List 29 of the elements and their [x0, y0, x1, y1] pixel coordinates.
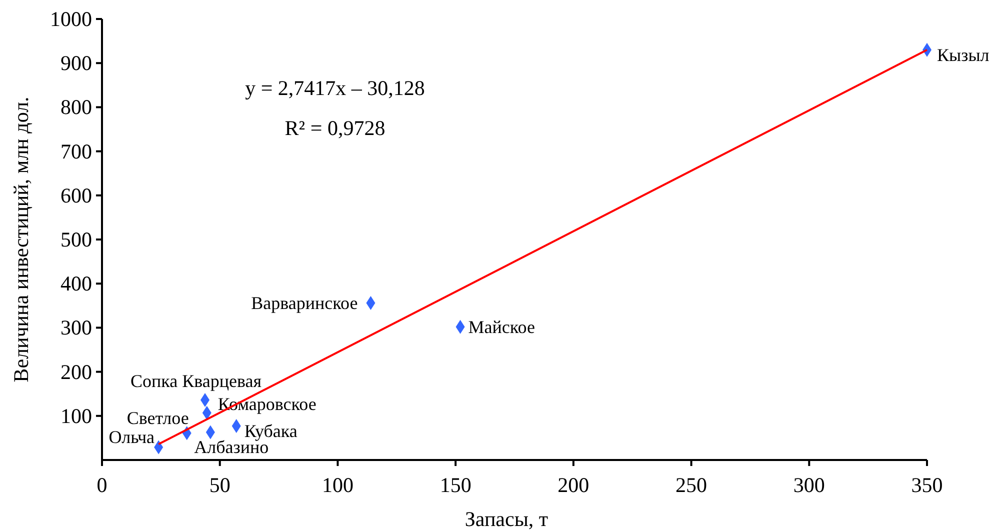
data-label: Кызыл: [937, 44, 990, 65]
y-axis-title: Величина инвестиций, млн дол.: [9, 96, 33, 382]
x-tick-label: 50: [209, 473, 230, 497]
y-tick-label: 100: [60, 404, 92, 428]
y-tick-label: 400: [60, 272, 92, 296]
annotation: y = 2,7417x – 30,128: [245, 76, 425, 100]
y-tick-label: 1000: [50, 7, 92, 31]
x-tick-label: 0: [96, 473, 108, 497]
y-tick-label: 200: [60, 360, 92, 384]
data-label: Майское: [468, 316, 535, 337]
annotation: R² = 0,9728: [284, 116, 386, 140]
y-tick-label: 600: [60, 183, 92, 208]
y-tick-label: 800: [60, 95, 92, 120]
x-axis-title: Запасы, т: [464, 507, 548, 531]
x-tick-label: 300: [793, 473, 825, 497]
y-tick-label: 300: [60, 316, 92, 340]
y-tick-label: 700: [60, 139, 92, 164]
x-tick-label: 350: [911, 473, 943, 497]
x-tick-label: 200: [558, 473, 590, 497]
data-label: Ольча: [108, 427, 155, 448]
data-label: Сопка Кварцевая: [130, 371, 262, 392]
y-tick-label: 500: [60, 228, 92, 252]
x-tick-label: 100: [322, 473, 354, 497]
x-tick-label: 250: [676, 473, 708, 497]
x-tick-label: 150: [440, 473, 472, 497]
data-label: Кубака: [244, 421, 298, 442]
y-tick-label: 900: [60, 51, 92, 76]
data-label: Варваринское: [251, 293, 358, 314]
data-label: Светлое: [126, 408, 189, 428]
